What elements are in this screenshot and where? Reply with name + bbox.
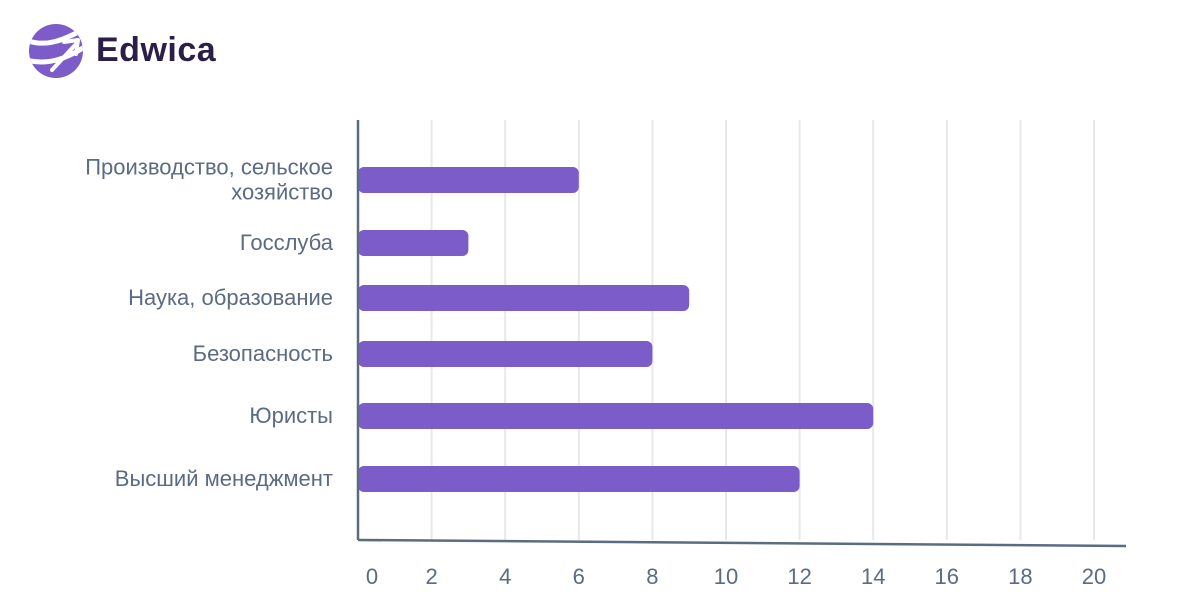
bar-3 — [358, 341, 653, 367]
x-tick-label-14: 14 — [861, 564, 885, 589]
category-label-1: Госслуба — [240, 230, 334, 255]
bar-0 — [358, 167, 579, 193]
x-tick-label-18: 18 — [1008, 564, 1032, 589]
bar-4 — [358, 403, 874, 429]
x-tick-label-2: 2 — [425, 564, 437, 589]
edwica-logo-icon — [29, 24, 83, 78]
x-tick-label-10: 10 — [714, 564, 738, 589]
axes — [356, 120, 1127, 548]
bar-5 — [358, 466, 800, 492]
brand-name: Edwica — [96, 30, 217, 69]
x-tick-label-20: 20 — [1082, 564, 1106, 589]
x-tick-label-4: 4 — [499, 564, 511, 589]
category-label-0-line-0: Производство, сельское — [85, 155, 333, 180]
x-tick-label-8: 8 — [646, 564, 658, 589]
category-label-0-line-1: хозяйство — [231, 180, 333, 205]
category-label-4: Юристы — [249, 403, 333, 428]
category-label-5: Высший менеджмент — [115, 466, 333, 491]
x-tick-labels: 0 2 4 6 8 10 12 14 16 18 20 — [366, 564, 1106, 589]
x-axis-line — [357, 538, 1127, 548]
x-tick-label-0: 0 — [366, 564, 378, 589]
bar-2 — [358, 285, 690, 311]
category-label-2: Наука, образование — [128, 285, 333, 310]
x-tick-label-6: 6 — [573, 564, 585, 589]
category-label-3: Безопасность — [193, 341, 333, 366]
bar-1 — [358, 230, 469, 256]
x-tick-label-16: 16 — [935, 564, 959, 589]
brand-logo: Edwica — [24, 20, 216, 80]
x-tick-label-12: 12 — [787, 564, 811, 589]
bars — [358, 167, 874, 492]
